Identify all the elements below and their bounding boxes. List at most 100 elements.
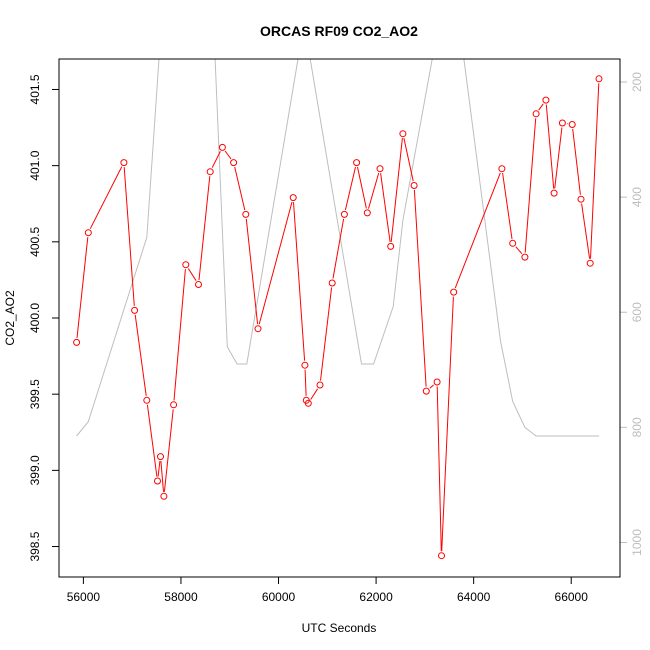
co2-line-segment (380, 173, 391, 242)
y-tick-label: 400.5 (28, 226, 42, 256)
co2-data-point (433, 378, 441, 386)
y-tick-label: 398.5 (28, 531, 42, 561)
co2-data-point (73, 338, 81, 346)
co2-data-point (120, 159, 128, 167)
co2-data-point (254, 325, 262, 333)
co2-data-point (304, 399, 312, 407)
co2-data-point (410, 182, 418, 189)
co2-line-segment (157, 461, 161, 477)
co2-data-point (387, 242, 395, 250)
x-tick-label: 60000 (262, 590, 296, 604)
co2-data-point (154, 477, 161, 485)
co2-line-segment (160, 461, 164, 492)
co2-line-segment (163, 409, 174, 492)
y-axis-label: CO2_AO2 (3, 290, 17, 346)
co2-data-point (316, 381, 324, 389)
co2-line-segment (245, 218, 259, 325)
co2-line-segment (581, 203, 591, 259)
co2-data-point (521, 253, 529, 261)
co2-line-segment (357, 166, 367, 209)
co2-data-point (170, 401, 178, 409)
co2-data-point (195, 281, 202, 288)
co2-data-point (376, 165, 384, 173)
co2-data-point (422, 387, 430, 395)
co2-line-segment (403, 137, 414, 182)
co2-line-segment (413, 189, 427, 387)
co2-line-segment (436, 386, 442, 552)
y-tick-label: 399.5 (28, 379, 42, 409)
axes-layer: 56000 58000 60000 62000 64000 66000 398.5 399.0… (28, 72, 644, 604)
co2-line-segment (146, 404, 158, 477)
co2-data-point (399, 130, 407, 138)
co2-data-point (230, 159, 238, 167)
co2-data-point (438, 552, 445, 560)
co2-line-segment (515, 246, 523, 255)
y2-tick-label: 400 (630, 187, 644, 207)
x-tick-label: 64000 (457, 590, 491, 604)
co2-line-segment (198, 176, 211, 281)
co2-line-segment (441, 296, 454, 552)
plot-border (58, 58, 621, 578)
x-tick-label: 62000 (359, 590, 393, 604)
pressure-series-line (76, 59, 599, 437)
x-tick-label: 66000 (555, 590, 589, 604)
co2-data-point (509, 239, 517, 247)
x-axis-label: UTC Seconds (302, 621, 377, 635)
co2-line-segment (344, 166, 356, 211)
co2-data-point (131, 306, 139, 314)
co2-data-point (558, 119, 566, 127)
x-tick-label: 58000 (164, 590, 198, 604)
co2-line-segment (310, 388, 319, 400)
co2-line-segment (89, 166, 123, 229)
y-tick-label: 401.0 (28, 150, 42, 180)
co2-line-segment (538, 103, 544, 111)
co2-line-segment (320, 287, 333, 381)
co2-data-point (353, 159, 361, 167)
co2-data-point (301, 361, 309, 369)
co2-line-segment (554, 127, 563, 189)
x-tick-label: 56000 (67, 590, 101, 604)
co2-data-point (532, 110, 540, 118)
y-tick-label: 401.5 (28, 74, 42, 104)
series-layer (73, 59, 603, 560)
co2-data-point (450, 288, 458, 296)
co2-data-point (595, 75, 603, 83)
co2-line-segment (429, 384, 434, 389)
co2-data-point (363, 209, 371, 217)
chart-title: ORCAS RF09 CO2_AO2 (260, 23, 418, 39)
co2-line-segment (173, 269, 186, 401)
co2-line-segment (123, 167, 135, 306)
co2-line-segment (332, 218, 345, 279)
co2-line-segment (293, 202, 306, 361)
co2-data-point (206, 168, 214, 176)
co2-line-segment (258, 201, 293, 325)
co2-line-segment (304, 369, 307, 396)
co2-data-point (289, 194, 297, 202)
co2-line-segment (390, 138, 403, 242)
co2-line-segment (134, 314, 147, 396)
y2-tick-label: 800 (630, 417, 644, 437)
co2-data-point (568, 121, 576, 128)
co2-data-point (218, 143, 226, 151)
co2-line-segment (545, 104, 555, 189)
co2-line-segment (590, 83, 600, 259)
co2-line-segment (211, 151, 221, 168)
co2-data-point (157, 453, 164, 461)
co2-data-point (498, 165, 506, 173)
y-tick-label: 400.0 (28, 303, 42, 333)
co2-line-segment (187, 268, 197, 281)
co2-line-segment (76, 237, 89, 338)
co2-data-point (182, 261, 190, 269)
co2-data-point (242, 210, 250, 218)
y-tick-label: 399.0 (28, 455, 42, 485)
co2-data-point (160, 492, 168, 500)
co2-data-point (586, 259, 594, 267)
y2-tick-label: 200 (630, 72, 644, 92)
co2-line-segment (224, 150, 232, 160)
co2-data-point (542, 96, 550, 104)
y2-tick-label: 1000 (630, 529, 644, 556)
y2-tick-label: 600 (630, 302, 644, 322)
co2-data-point (577, 195, 585, 203)
co2-data-point (84, 229, 92, 237)
